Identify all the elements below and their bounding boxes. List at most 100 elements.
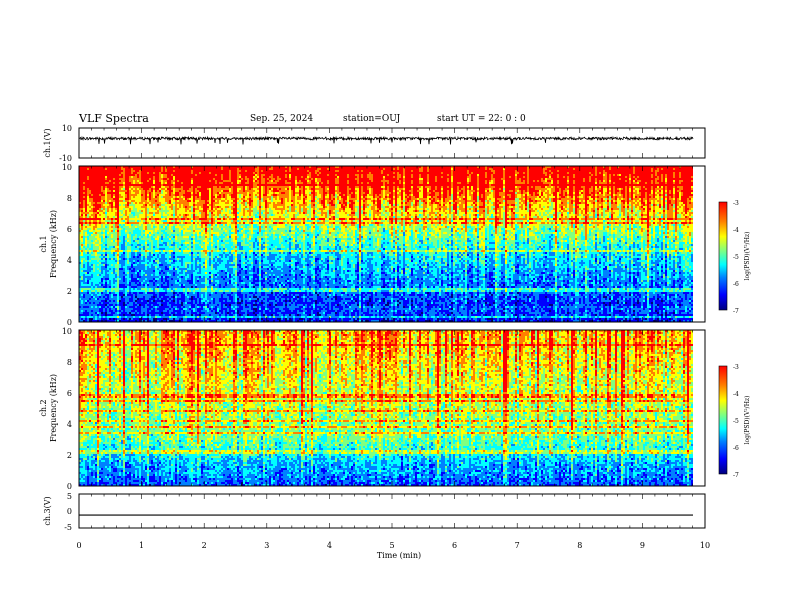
spectrogram-cell — [513, 176, 515, 178]
spectrogram-cell — [399, 180, 401, 182]
spectrogram-cell — [311, 194, 313, 196]
spectrogram-cell — [91, 170, 93, 172]
spectrogram-cell — [643, 186, 645, 188]
spectrogram-cell — [557, 190, 559, 192]
spectrogram-cell — [145, 192, 147, 194]
spectrogram-cell — [113, 194, 115, 196]
spectrogram-cell — [237, 168, 239, 170]
spectrogram-cell — [199, 186, 201, 188]
spectrogram-cell — [495, 194, 497, 196]
spectrogram-cell — [295, 186, 297, 188]
spectrogram-cell — [141, 176, 143, 178]
spectrogram-cell — [639, 174, 641, 176]
spectrogram-cell — [439, 194, 441, 196]
spectrogram-cell — [195, 180, 197, 182]
spectrogram-cell — [537, 186, 539, 188]
spectrogram-cell — [635, 168, 637, 170]
spectrogram-cell — [647, 190, 649, 192]
spectrogram-cell — [159, 178, 161, 180]
spectrogram-cell — [197, 184, 199, 186]
spectrogram-cell — [681, 186, 683, 188]
spectrogram-cell — [163, 182, 165, 184]
spectrogram-cell — [383, 190, 385, 192]
spectrogram-cell — [277, 194, 279, 196]
spectrogram-cell — [633, 180, 635, 182]
spectrogram-cell — [435, 192, 437, 194]
spectrogram-cell — [385, 178, 387, 180]
spectrogram-cell — [341, 192, 343, 194]
spectrogram-cell — [653, 180, 655, 182]
spectrogram-cell — [225, 174, 227, 176]
spectrogram-cell — [581, 180, 583, 182]
spectrogram-cell — [613, 172, 615, 174]
spectrogram-cell — [83, 184, 85, 186]
spectrogram-cell — [285, 194, 287, 196]
spectrogram-cell — [581, 178, 583, 180]
spectrogram-cell — [411, 190, 413, 192]
spectrogram-cell — [281, 186, 283, 188]
spectrogram-cell — [535, 178, 537, 180]
spectrogram-cell — [203, 172, 205, 174]
spectrogram-cell — [115, 192, 117, 194]
spectrogram-cell — [531, 172, 533, 174]
spectrogram-cell — [265, 174, 267, 176]
spectrogram-cell — [457, 174, 459, 176]
spectrogram-cell — [239, 182, 241, 184]
spectrogram-cell — [619, 172, 621, 174]
spectrogram-cell — [599, 188, 601, 190]
spectrogram-cell — [101, 182, 103, 184]
spectrogram-cell — [391, 180, 393, 182]
spectrogram-cell — [425, 184, 427, 186]
spectrogram-cell — [349, 178, 351, 180]
spectrogram-cell — [267, 186, 269, 188]
spectrogram-cell — [335, 178, 337, 180]
spectrogram-cell — [589, 190, 591, 192]
spectrogram-cell — [457, 184, 459, 186]
spectrogram-cell — [553, 190, 555, 192]
spectrogram-cell — [321, 190, 323, 192]
spectrogram-cell — [633, 168, 635, 170]
spectrogram-cell — [323, 188, 325, 190]
spectrogram-cell — [129, 174, 131, 176]
spectrogram-cell — [351, 178, 353, 180]
spectrogram-cell — [529, 176, 531, 178]
spectrogram-cell — [123, 172, 125, 174]
spectrogram-cell — [493, 192, 495, 194]
spectrogram-cell — [615, 176, 617, 178]
spectrogram-cell — [611, 174, 613, 176]
spectrogram-cell — [421, 168, 423, 170]
spectrogram-cell — [599, 172, 601, 174]
spectrogram-cell — [547, 190, 549, 192]
spectrogram-cell — [335, 180, 337, 182]
spectrogram-cell — [301, 176, 303, 178]
spectrogram-cell — [457, 170, 459, 172]
spectrogram-cell — [591, 192, 593, 194]
spectrogram-cell — [159, 188, 161, 190]
spectrogram-cell — [95, 182, 97, 184]
spectrogram-cell — [275, 188, 277, 190]
spectrogram-cell — [207, 170, 209, 172]
spectrogram-cell — [577, 180, 579, 182]
spectrogram-cell — [209, 188, 211, 190]
spectrogram-cell — [449, 178, 451, 180]
spectrogram-cell — [677, 180, 679, 182]
spectrogram-cell — [129, 194, 131, 196]
spectrogram-cell — [461, 182, 463, 184]
spectrogram-cell — [667, 172, 669, 174]
spectrogram-cell — [449, 188, 451, 190]
spectrogram-cell — [425, 178, 427, 180]
spectrogram-cell — [689, 170, 691, 172]
spectrogram-cell — [419, 178, 421, 180]
spectrogram-cell — [119, 182, 121, 184]
spectrogram-cell — [93, 174, 95, 176]
spectrogram-cell — [167, 182, 169, 184]
spectrogram-cell — [139, 194, 141, 196]
spectrogram-cell — [579, 186, 581, 188]
spectrogram-cell — [441, 174, 443, 176]
spectrogram-cell — [393, 194, 395, 196]
spectrogram-cell — [527, 190, 529, 192]
spectrogram-cell — [387, 192, 389, 194]
spectrogram-cell — [105, 190, 107, 192]
spectrogram-cell — [121, 176, 123, 178]
spectrogram-cell — [159, 170, 161, 172]
